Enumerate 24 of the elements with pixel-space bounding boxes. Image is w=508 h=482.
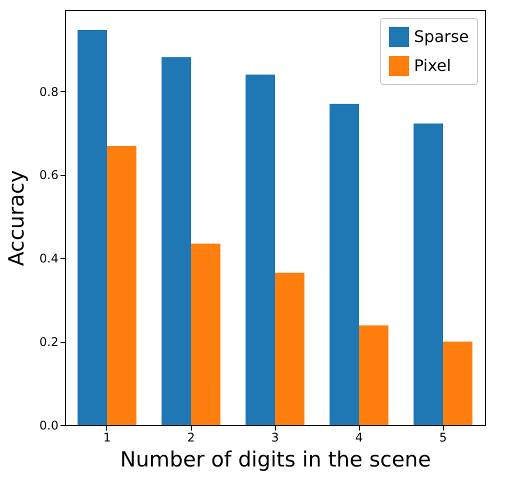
x-tick-label: 3 (271, 430, 279, 444)
x-tick-label: 5 (439, 430, 447, 444)
x-tick-label: 1 (103, 430, 111, 444)
x-axis-title: Number of digits in the scene (120, 448, 431, 472)
bar (162, 57, 191, 425)
y-tick-label: 0.8 (39, 84, 58, 99)
y-tick-label: 0.2 (39, 335, 58, 350)
bar (78, 30, 107, 425)
legend-label: Pixel (414, 56, 452, 75)
bar (191, 244, 220, 425)
bar (275, 272, 304, 425)
bar (330, 104, 359, 425)
y-axis-title: Accuracy (4, 170, 28, 266)
x-tick-label: 2 (187, 430, 195, 444)
x-tick-label: 4 (355, 430, 363, 444)
y-tick-label: 0.0 (39, 418, 58, 432)
bar (443, 342, 472, 425)
y-tick-label: 0.4 (39, 252, 58, 266)
bar (246, 74, 275, 425)
y-tick-label: 0.6 (39, 168, 58, 182)
bar (414, 123, 443, 425)
legend-label: Sparse (414, 27, 469, 46)
bar (359, 325, 388, 425)
bar (107, 146, 136, 425)
